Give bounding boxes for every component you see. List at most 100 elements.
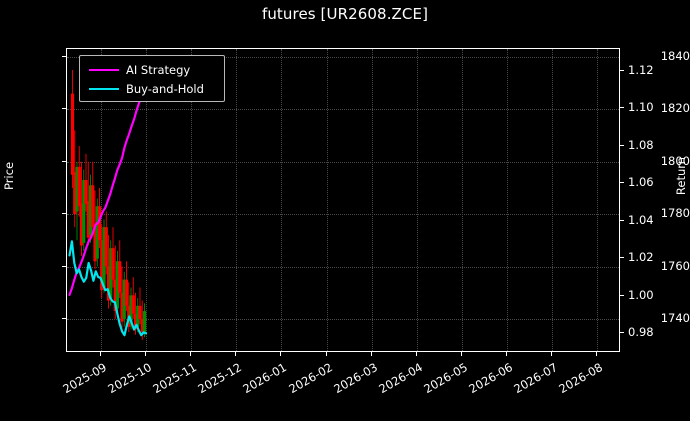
grid-line-horizontal bbox=[67, 318, 619, 320]
ohlc-candle bbox=[82, 180, 86, 243]
x-tick bbox=[415, 352, 417, 356]
y-tick-label-right: 1.04 bbox=[628, 212, 654, 227]
grid-line-vertical bbox=[326, 49, 328, 351]
ohlc-candle bbox=[120, 292, 124, 322]
x-tick-label: 2026-05 bbox=[421, 360, 470, 397]
ohlc-candle bbox=[97, 206, 102, 241]
grid-line-horizontal bbox=[67, 161, 619, 163]
ohlc-candle bbox=[84, 180, 88, 204]
x-tick bbox=[235, 352, 237, 356]
ohlc-candle bbox=[104, 227, 108, 267]
y-tick-left bbox=[62, 317, 66, 319]
grid-line-vertical bbox=[191, 49, 193, 351]
grid-line-vertical bbox=[416, 49, 418, 351]
ohlc-candle bbox=[118, 261, 122, 293]
ohlc-candle bbox=[77, 166, 81, 207]
chart-legend[interactable]: AI Strategy Buy-and-Hold bbox=[79, 55, 225, 102]
y-tick-label-left: 1780 bbox=[660, 206, 690, 221]
ohlc-candle bbox=[73, 172, 77, 215]
y-tick-label-right: 1.00 bbox=[628, 287, 654, 302]
y-tick-label-right: 1.10 bbox=[628, 100, 654, 115]
ohlc-candle bbox=[124, 279, 129, 306]
x-tick bbox=[280, 352, 282, 356]
grid-line-horizontal bbox=[67, 214, 619, 216]
grid-line-vertical bbox=[371, 49, 373, 351]
y-tick-right bbox=[620, 257, 624, 259]
x-tick-label: 2026-01 bbox=[240, 360, 290, 397]
x-tick-label: 2025-12 bbox=[195, 360, 245, 397]
ohlc-candle bbox=[109, 248, 113, 298]
y-tick-label-right: 1.08 bbox=[628, 137, 654, 152]
x-tick-label: 2026-02 bbox=[285, 360, 335, 397]
x-tick bbox=[100, 352, 101, 356]
legend-item-ai-strategy[interactable]: AI Strategy bbox=[86, 60, 218, 79]
y-tick-label-left: 1740 bbox=[660, 310, 690, 325]
ohlc-candle bbox=[91, 185, 95, 228]
series-line-buy-and-hold bbox=[68, 240, 148, 337]
grid-line-vertical bbox=[461, 49, 463, 351]
ohlc-candle bbox=[115, 261, 120, 309]
x-tick bbox=[551, 352, 552, 356]
y-tick-left bbox=[62, 160, 66, 162]
y-tick-left bbox=[62, 213, 66, 215]
y-tick-label-left: 1840 bbox=[660, 48, 690, 63]
grid-line-vertical bbox=[101, 49, 102, 351]
ohlc-candle bbox=[113, 279, 117, 312]
ohlc-candle bbox=[122, 279, 126, 319]
legend-swatch-buy-and-hold bbox=[89, 87, 119, 90]
grid-line-horizontal bbox=[67, 109, 619, 111]
grid-line-vertical bbox=[552, 49, 553, 351]
grid-line-vertical bbox=[146, 49, 148, 351]
x-tick-label: 2026-06 bbox=[466, 360, 515, 397]
x-tick bbox=[596, 352, 598, 356]
x-tick-label: 2025-09 bbox=[60, 360, 109, 397]
ohlc-candle bbox=[79, 203, 84, 246]
y-tick-right bbox=[620, 182, 624, 184]
y-tick-label-left: 1800 bbox=[660, 153, 690, 168]
legend-item-buy-and-hold[interactable]: Buy-and-Hold bbox=[86, 79, 218, 98]
legend-label-buy-and-hold: Buy-and-Hold bbox=[126, 81, 204, 96]
y-tick-right bbox=[620, 144, 624, 146]
y-tick-left bbox=[62, 55, 66, 57]
y-tick-right bbox=[620, 332, 624, 334]
x-tick-label: 2025-10 bbox=[105, 360, 155, 397]
ohlc-candle bbox=[95, 206, 99, 259]
ohlc-candle bbox=[129, 295, 133, 325]
y-tick-left bbox=[62, 265, 66, 267]
y-tick-label-left: 1760 bbox=[660, 258, 690, 273]
ohlc-candle bbox=[102, 227, 106, 288]
ohlc-candle bbox=[133, 313, 138, 330]
y-axis-left-label: Price bbox=[2, 161, 16, 191]
ohlc-candle bbox=[131, 295, 135, 314]
ohlc-candle bbox=[111, 248, 115, 280]
x-tick-label: 2026-04 bbox=[376, 360, 425, 397]
x-tick-label: 2025-11 bbox=[150, 360, 200, 397]
grid-line-vertical bbox=[506, 49, 508, 351]
chart-title: futures [UR2608.ZCE] bbox=[261, 5, 429, 23]
ohlc-candle bbox=[86, 201, 90, 238]
ohlc-candle bbox=[140, 318, 144, 333]
y-tick-label-left: 1820 bbox=[660, 101, 690, 116]
ohlc-candle bbox=[136, 305, 140, 327]
grid-line-horizontal bbox=[67, 266, 619, 268]
y-tick-left bbox=[62, 108, 66, 110]
grid-line-horizontal bbox=[67, 56, 619, 58]
y-tick-right bbox=[620, 294, 624, 296]
x-tick bbox=[325, 352, 327, 356]
ohlc-candle bbox=[142, 311, 147, 333]
x-tick bbox=[190, 352, 192, 356]
ohlc-candle bbox=[88, 185, 93, 236]
legend-label-ai-strategy: AI Strategy bbox=[126, 62, 191, 77]
ohlc-candle bbox=[93, 224, 97, 262]
x-tick bbox=[145, 352, 147, 356]
x-tick-label: 2026-03 bbox=[330, 360, 380, 397]
y-tick-right bbox=[620, 69, 624, 71]
ohlc-candle bbox=[75, 166, 79, 212]
legend-swatch-ai-strategy bbox=[89, 68, 119, 71]
y-tick-right bbox=[620, 219, 624, 221]
ohlc-candle bbox=[138, 305, 142, 319]
ohlc-candle bbox=[70, 93, 75, 175]
x-tick bbox=[505, 352, 507, 356]
series-line-ai-strategy bbox=[68, 84, 148, 296]
